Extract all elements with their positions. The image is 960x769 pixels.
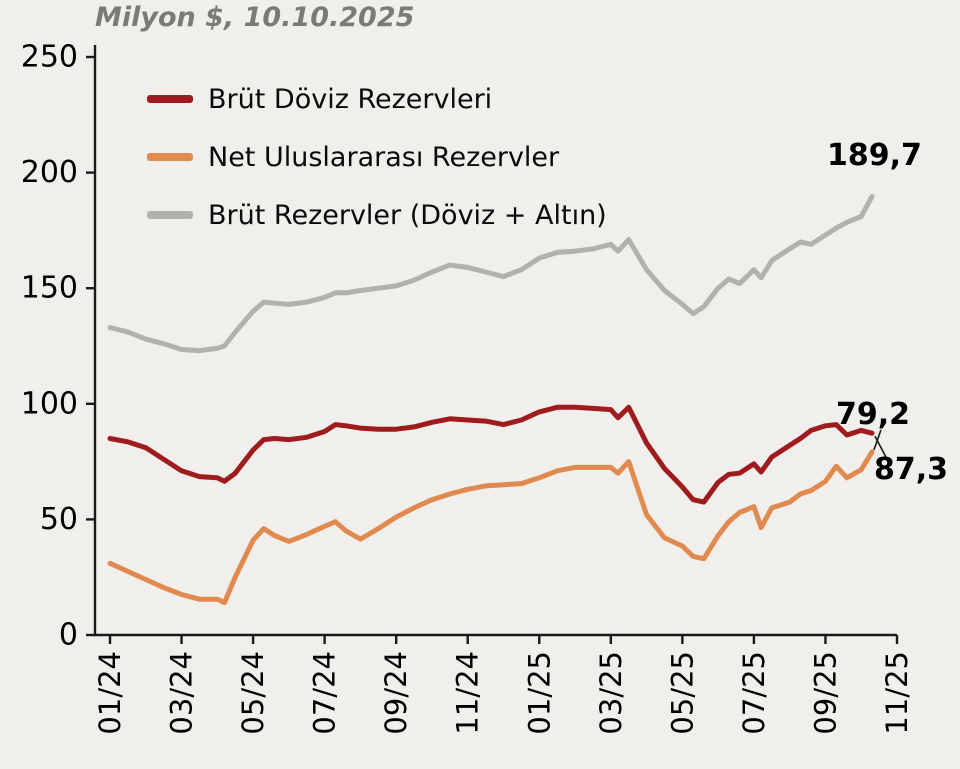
x-tick-label: 07/24: [308, 651, 342, 735]
end-value-label-gross-fx: 87,3: [874, 452, 949, 487]
x-tick-label: 03/25: [594, 651, 628, 735]
legend-item: Net Uluslararası Rezervler: [147, 138, 607, 176]
x-tick-label: 07/25: [737, 651, 771, 735]
series-line-gross-total: [107, 193, 875, 354]
x-tick-label: 01/25: [522, 651, 556, 735]
y-tick-label: 50: [40, 502, 78, 537]
legend-item: Brüt Rezervler (Döviz + Altın): [147, 196, 607, 234]
series-line-net: [107, 449, 875, 606]
legend-swatch-total: [147, 211, 193, 219]
legend-label-net: Net Uluslararası Rezervler: [208, 141, 560, 173]
x-tick-label: 11/24: [451, 651, 485, 735]
end-value-label-net: 79,2: [836, 397, 911, 432]
series-line-gross-fx: [107, 404, 875, 505]
legend-swatch-gross-fx: [147, 95, 193, 103]
x-tick-label: 09/25: [808, 651, 842, 735]
leader-line-net: [873, 429, 882, 451]
legend-swatch-net: [147, 153, 193, 161]
end-value-label-total: 189,7: [827, 138, 922, 173]
legend-label-gross-fx: Brüt Döviz Rezervleri: [208, 83, 493, 115]
x-tick-label: 09/24: [379, 651, 413, 735]
y-tick-label: 200: [21, 155, 78, 190]
y-tick-label: 100: [21, 386, 78, 421]
legend-item: Brüt Döviz Rezervleri: [147, 80, 607, 118]
legend: Brüt Döviz Rezervleri Net Uluslararası R…: [147, 80, 607, 234]
legend-label-total: Brüt Rezervler (Döviz + Altın): [208, 199, 607, 231]
x-tick-label: 01/24: [93, 651, 127, 735]
x-tick-label: 05/24: [236, 651, 270, 735]
y-tick-label: 0: [59, 618, 78, 653]
x-tick-label: 05/25: [665, 651, 699, 735]
x-tick-label: 11/25: [880, 651, 914, 735]
y-tick-label: 150: [21, 271, 78, 306]
chart-title: Milyon $, 10.10.2025: [95, 2, 415, 33]
y-tick-label: 250: [21, 40, 78, 75]
x-tick-label: 03/24: [165, 651, 199, 735]
